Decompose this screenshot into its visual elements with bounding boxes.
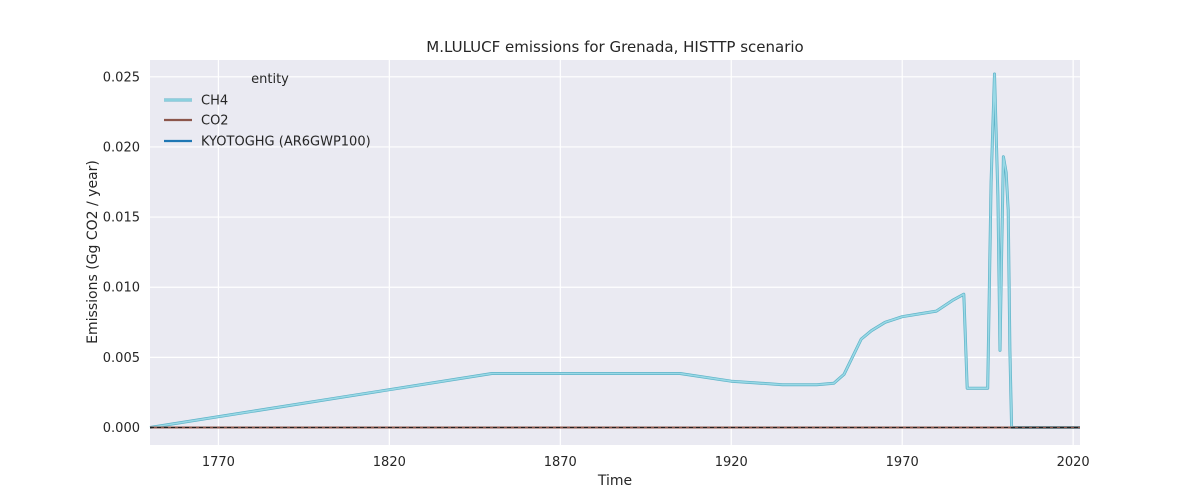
series-layer xyxy=(149,72,1080,429)
chart-title: M.LULUCF emissions for Grenada, HISTTP s… xyxy=(426,38,803,56)
x-tick-label: 1770 xyxy=(202,455,235,470)
series-line-ch4 xyxy=(149,73,1080,429)
x-axis-ticks: 1770 1820 1870 1920 1970 2020 xyxy=(202,455,1090,470)
x-tick-label: 1920 xyxy=(715,455,748,470)
legend-label-kyotoghg: KYOTOGHG (AR6GWP100) xyxy=(201,135,371,150)
legend-label-co2: CO2 xyxy=(201,114,229,129)
x-tick-label: 1870 xyxy=(544,455,577,470)
y-tick-label: 0.015 xyxy=(103,211,140,226)
y-tick-label: 0.000 xyxy=(103,421,140,436)
plot-background xyxy=(150,60,1080,445)
y-axis-ticks: 0.000 0.005 0.010 0.015 0.020 0.025 xyxy=(103,70,140,436)
legend-title: entity xyxy=(251,72,289,87)
legend: entity CH4 CO2 KYOTOGHG (AR6GWP100) xyxy=(164,72,371,150)
y-axis-label: Emissions (Gg CO2 / year) xyxy=(85,160,101,344)
x-axis-label: Time xyxy=(597,473,632,489)
x-tick-label: 1970 xyxy=(886,455,919,470)
y-tick-label: 0.020 xyxy=(103,140,140,155)
y-tick-label: 0.005 xyxy=(103,351,140,366)
x-tick-label: 1820 xyxy=(373,455,406,470)
y-tick-label: 0.025 xyxy=(103,70,140,85)
legend-label-ch4: CH4 xyxy=(201,94,228,109)
x-tick-label: 2020 xyxy=(1057,455,1090,470)
y-tick-label: 0.010 xyxy=(103,281,140,296)
